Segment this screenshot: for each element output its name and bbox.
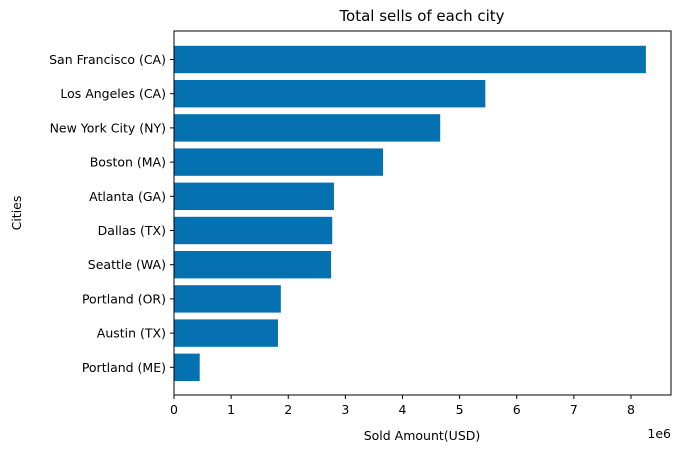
y-tick-label: Boston (MA) <box>90 155 166 170</box>
x-axis-label: Sold Amount(USD) <box>364 428 481 443</box>
y-tick-label: Austin (TX) <box>97 326 166 341</box>
bar <box>174 80 486 108</box>
y-tick-label: San Francisco (CA) <box>49 52 166 67</box>
y-axis-ticks: San Francisco (CA) Los Angeles (CA) New Yo… <box>49 52 174 375</box>
bar <box>174 114 441 142</box>
bar <box>174 251 332 279</box>
x-tick-label: 0 <box>170 402 178 417</box>
x-tick-label: 5 <box>456 402 464 417</box>
y-axis-label: Cities <box>9 196 24 231</box>
chart-title: Total sells of each city <box>338 7 504 25</box>
x-axis-ticks: 0 1 2 3 4 5 6 7 8 <box>170 395 635 417</box>
x-tick-label: 3 <box>341 402 349 417</box>
y-tick-label: New York City (NY) <box>50 120 166 135</box>
bar <box>174 182 334 210</box>
y-tick-label: Seattle (WA) <box>88 257 166 272</box>
bar <box>174 45 646 74</box>
plot-frame <box>173 30 672 396</box>
x-scale-offset-label: 1e6 <box>647 426 671 441</box>
y-tick-label: Los Angeles (CA) <box>60 86 166 101</box>
x-tick-label: 6 <box>513 402 521 417</box>
x-tick-label: 7 <box>570 402 578 417</box>
bar <box>174 319 278 347</box>
bar <box>174 148 384 176</box>
y-tick-label: Portland (OR) <box>82 291 166 306</box>
x-tick-label: 2 <box>284 402 292 417</box>
bar <box>174 353 200 381</box>
x-tick-label: 8 <box>627 402 635 417</box>
bars-group <box>174 45 646 381</box>
y-tick-label: Portland (ME) <box>82 360 166 375</box>
y-tick-label: Dallas (TX) <box>98 223 166 238</box>
x-tick-label: 1 <box>227 402 235 417</box>
y-tick-label: Atlanta (GA) <box>89 189 166 204</box>
bar <box>174 216 333 245</box>
bar <box>174 285 281 313</box>
x-tick-label: 4 <box>399 402 407 417</box>
